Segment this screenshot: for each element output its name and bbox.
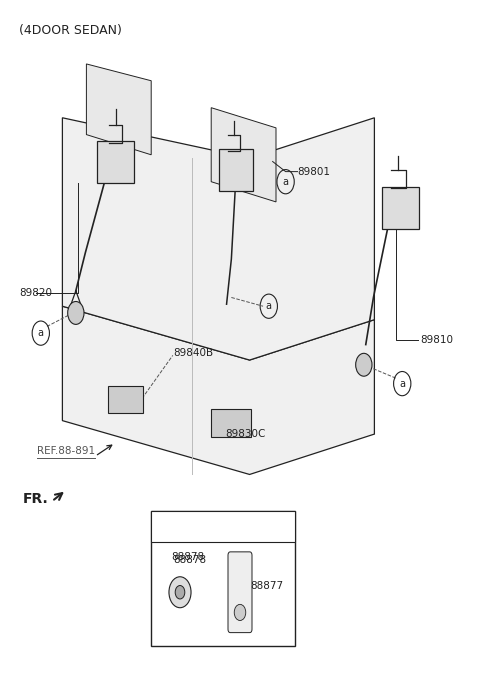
Polygon shape xyxy=(62,118,374,360)
Circle shape xyxy=(234,604,246,621)
Text: 88878: 88878 xyxy=(171,552,204,562)
Text: 89830C: 89830C xyxy=(226,429,266,439)
Bar xyxy=(151,511,295,646)
Text: REF.88-891: REF.88-891 xyxy=(37,446,96,456)
Text: a: a xyxy=(38,328,44,338)
FancyBboxPatch shape xyxy=(382,187,419,229)
Circle shape xyxy=(169,577,191,608)
Polygon shape xyxy=(86,64,151,155)
Text: 89810: 89810 xyxy=(420,335,453,345)
Text: 89820: 89820 xyxy=(19,288,52,297)
FancyBboxPatch shape xyxy=(228,552,252,633)
Polygon shape xyxy=(62,306,374,474)
Text: a: a xyxy=(164,522,169,532)
FancyBboxPatch shape xyxy=(211,409,251,437)
Text: (4DOOR SEDAN): (4DOOR SEDAN) xyxy=(19,24,122,36)
Text: 89801: 89801 xyxy=(298,167,331,176)
FancyBboxPatch shape xyxy=(97,141,134,183)
Text: a: a xyxy=(266,302,272,311)
Text: a: a xyxy=(283,177,288,186)
Bar xyxy=(151,511,295,542)
Text: FR.: FR. xyxy=(23,493,49,506)
Text: 89840B: 89840B xyxy=(173,349,213,358)
Text: 88877: 88877 xyxy=(251,581,284,590)
Polygon shape xyxy=(211,108,276,202)
Text: a: a xyxy=(399,379,405,388)
FancyBboxPatch shape xyxy=(219,149,253,191)
FancyBboxPatch shape xyxy=(108,386,143,413)
Circle shape xyxy=(356,353,372,376)
Circle shape xyxy=(68,302,84,324)
Text: 88878: 88878 xyxy=(173,555,206,565)
Circle shape xyxy=(175,586,185,599)
